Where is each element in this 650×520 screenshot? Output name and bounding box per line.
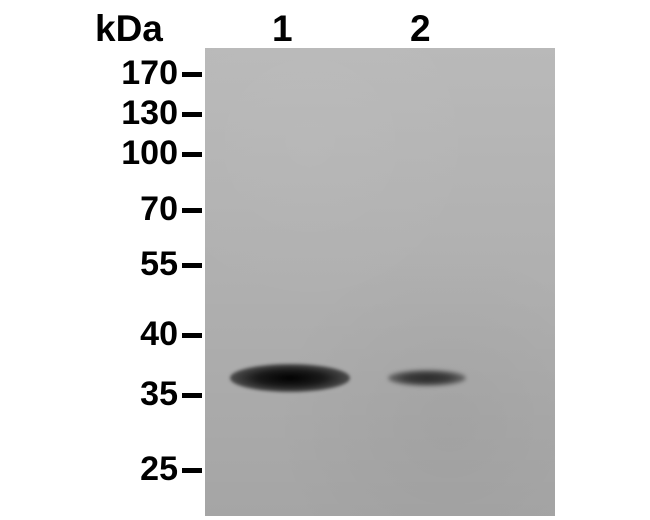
marker-label-70: 70 — [88, 190, 178, 229]
marker-label-35: 35 — [88, 375, 178, 414]
blot-container: kDa 1 2 170 130 100 70 55 40 35 25 — [0, 0, 650, 520]
marker-label-25: 25 — [88, 450, 178, 489]
marker-label-130: 130 — [88, 94, 178, 133]
marker-label-170: 170 — [88, 54, 178, 93]
marker-label-100: 100 — [88, 134, 178, 173]
band-lane2 — [388, 370, 466, 386]
marker-label-55: 55 — [88, 245, 178, 284]
marker-tick-130 — [182, 112, 202, 117]
band-lane1 — [230, 364, 350, 392]
marker-tick-55 — [182, 263, 202, 268]
lane-label-1: 1 — [272, 8, 293, 50]
marker-label-40: 40 — [88, 315, 178, 354]
membrane-texture-overlay — [205, 48, 555, 516]
marker-tick-25 — [182, 468, 202, 473]
units-label: kDa — [95, 8, 163, 50]
marker-tick-170 — [182, 72, 202, 77]
lane-label-2: 2 — [410, 8, 431, 50]
membrane — [205, 48, 555, 516]
marker-tick-70 — [182, 208, 202, 213]
marker-tick-100 — [182, 152, 202, 157]
marker-tick-40 — [182, 333, 202, 338]
marker-tick-35 — [182, 393, 202, 398]
